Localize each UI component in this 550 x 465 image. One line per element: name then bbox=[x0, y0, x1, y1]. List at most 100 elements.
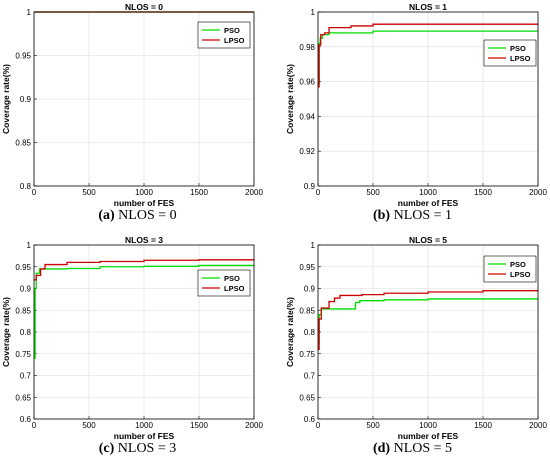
caption-a: (a) NLOS = 0 bbox=[0, 208, 275, 224]
x-tick-label: 500 bbox=[366, 421, 380, 430]
series-line-pso bbox=[34, 264, 254, 359]
legend-label-pso: PSO bbox=[224, 26, 240, 35]
y-tick-label: 1 bbox=[311, 241, 316, 250]
axes-box bbox=[317, 11, 539, 187]
caption-a-label: (a) bbox=[98, 208, 115, 223]
series-line-lpso bbox=[318, 290, 538, 351]
caption-d: (d) NLOS = 5 bbox=[275, 441, 550, 457]
y-tick-label: 0.9 bbox=[304, 285, 316, 294]
x-tick-label: 0 bbox=[316, 421, 321, 430]
axes-box bbox=[317, 244, 539, 420]
legend-box bbox=[197, 21, 251, 49]
y-tick-label: 0.95 bbox=[299, 263, 315, 272]
legend-box bbox=[483, 255, 537, 283]
caption-c-label: (c) bbox=[98, 441, 115, 456]
caption-b-label: (b) bbox=[372, 208, 391, 223]
y-tick-label: 0.7 bbox=[304, 372, 316, 381]
y-tick-label: 0.65 bbox=[299, 393, 315, 402]
x-tick-label: 500 bbox=[82, 421, 96, 430]
y-tick-label: 0.65 bbox=[15, 393, 31, 402]
chart-panel-0: 0 500 1000 1500 2000 0.8 0.85 0.9 0.95 1 NLOS = 0 n… bbox=[1, 2, 263, 208]
caption-c-text: NLOS = 3 bbox=[117, 441, 177, 456]
caption-b-text: NLOS = 1 bbox=[393, 208, 453, 223]
y-tick-label: 0.85 bbox=[299, 306, 315, 315]
legend-box bbox=[483, 39, 537, 67]
chart-panel-1: 0 500 1000 1500 2000 0.9 0.92 0.94 0.96 0.98 1 NLOS… bbox=[285, 2, 547, 208]
x-tick-label: 2000 bbox=[245, 421, 263, 430]
chart-panel-3: 0 500 1000 1500 2000 0.6 0.65 0.7 0.75 0.8 0.85 0.9… bbox=[285, 235, 547, 441]
y-tick-label: 0.6 bbox=[304, 415, 316, 424]
legend-label-lpso: LPSO bbox=[224, 36, 245, 45]
y-tick-label: 0.98 bbox=[299, 43, 315, 52]
caption-d-label: (d) bbox=[372, 441, 391, 456]
x-axis-label: number of FES bbox=[114, 198, 175, 208]
chart-title: NLOS = 3 bbox=[125, 235, 163, 245]
y-axis-label: Coverage rate(%) bbox=[1, 64, 11, 134]
x-tick-label: 1000 bbox=[419, 188, 437, 197]
x-tick-label: 2000 bbox=[529, 421, 547, 430]
y-tick-label: 0.6 bbox=[20, 415, 32, 424]
legend-box bbox=[197, 269, 251, 297]
y-tick-label: 0.96 bbox=[299, 78, 315, 87]
legend-label-pso: PSO bbox=[510, 44, 526, 53]
y-tick-label: 0.8 bbox=[20, 328, 32, 337]
series-line-pso bbox=[318, 30, 538, 84]
legend-label-pso: PSO bbox=[510, 260, 526, 269]
x-axis-label: number of FES bbox=[398, 198, 459, 208]
x-tick-label: 1500 bbox=[190, 188, 208, 197]
y-tick-label: 0.9 bbox=[20, 285, 32, 294]
y-tick-label: 1 bbox=[27, 241, 32, 250]
y-axis-label: Coverage rate(%) bbox=[1, 297, 11, 367]
x-tick-label: 0 bbox=[32, 421, 37, 430]
y-axis-label: Coverage rate(%) bbox=[285, 64, 295, 134]
chart-title: NLOS = 1 bbox=[409, 2, 447, 12]
y-tick-label: 0.9 bbox=[304, 182, 316, 191]
x-tick-label: 1000 bbox=[135, 188, 153, 197]
caption-b: (b) NLOS = 1 bbox=[275, 208, 550, 224]
x-tick-label: 2000 bbox=[245, 188, 263, 197]
y-tick-label: 0.7 bbox=[20, 372, 32, 381]
legend-label-pso: PSO bbox=[224, 274, 240, 283]
y-tick-label: 1 bbox=[27, 8, 32, 17]
y-tick-label: 0.95 bbox=[15, 52, 31, 61]
axes-box bbox=[33, 244, 255, 420]
chart-panel-2: 0 500 1000 1500 2000 0.6 0.65 0.7 0.75 0.8 0.85 0.9… bbox=[1, 235, 263, 441]
x-tick-label: 500 bbox=[366, 188, 380, 197]
y-tick-label: 0.9 bbox=[20, 95, 32, 104]
x-tick-label: 1500 bbox=[474, 421, 492, 430]
caption-d-text: NLOS = 5 bbox=[393, 441, 453, 456]
x-axis-label: number of FES bbox=[114, 431, 175, 441]
y-tick-label: 0.94 bbox=[299, 112, 315, 121]
x-tick-label: 0 bbox=[32, 188, 37, 197]
caption-a-text: NLOS = 0 bbox=[118, 208, 177, 223]
x-axis-label: number of FES bbox=[398, 431, 459, 441]
y-tick-label: 0.85 bbox=[15, 306, 31, 315]
legend-label-lpso: LPSO bbox=[510, 54, 531, 63]
y-tick-label: 0.92 bbox=[299, 147, 315, 156]
x-tick-label: 0 bbox=[316, 188, 321, 197]
x-tick-label: 1500 bbox=[190, 421, 208, 430]
y-tick-label: 0.8 bbox=[20, 182, 32, 191]
x-tick-label: 2000 bbox=[529, 188, 547, 197]
caption-c: (c) NLOS = 3 bbox=[0, 441, 275, 457]
y-axis-label: Coverage rate(%) bbox=[285, 297, 295, 367]
legend-label-lpso: LPSO bbox=[510, 270, 531, 279]
y-tick-label: 0.75 bbox=[15, 350, 31, 359]
y-tick-label: 0.75 bbox=[299, 350, 315, 359]
series-line-lpso bbox=[318, 23, 538, 88]
y-tick-label: 0.85 bbox=[15, 139, 31, 148]
x-tick-label: 1500 bbox=[474, 188, 492, 197]
x-tick-label: 1000 bbox=[135, 421, 153, 430]
axes-box bbox=[33, 11, 255, 187]
y-tick-label: 0.95 bbox=[15, 263, 31, 272]
x-tick-label: 500 bbox=[82, 188, 96, 197]
series-line-lpso bbox=[34, 259, 255, 281]
legend-label-lpso: LPSO bbox=[224, 284, 245, 293]
y-tick-label: 0.8 bbox=[304, 328, 316, 337]
chart-title: NLOS = 0 bbox=[125, 2, 163, 12]
